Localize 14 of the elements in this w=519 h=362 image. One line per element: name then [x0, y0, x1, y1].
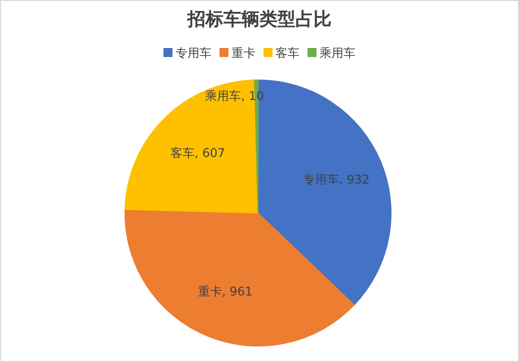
- slice-label: 专用车: [302, 172, 339, 187]
- legend-label: 专用车: [176, 46, 212, 60]
- data-label: , 932: [338, 172, 370, 187]
- data-label: , 961: [222, 284, 253, 299]
- legend-label: 客车: [276, 46, 300, 60]
- data-label: , 607: [194, 146, 226, 160]
- slice-label: 客车: [170, 146, 195, 160]
- legend-label: 乘用车: [320, 46, 356, 60]
- slice-label: 重卡: [198, 284, 222, 299]
- legend-label: 重卡: [232, 46, 256, 60]
- chart-title: 招标车辆类型占比: [186, 9, 332, 30]
- slice-label: 乘用车: [205, 88, 242, 103]
- data-label: , 10: [241, 88, 264, 103]
- pie-slice: [124, 209, 355, 346]
